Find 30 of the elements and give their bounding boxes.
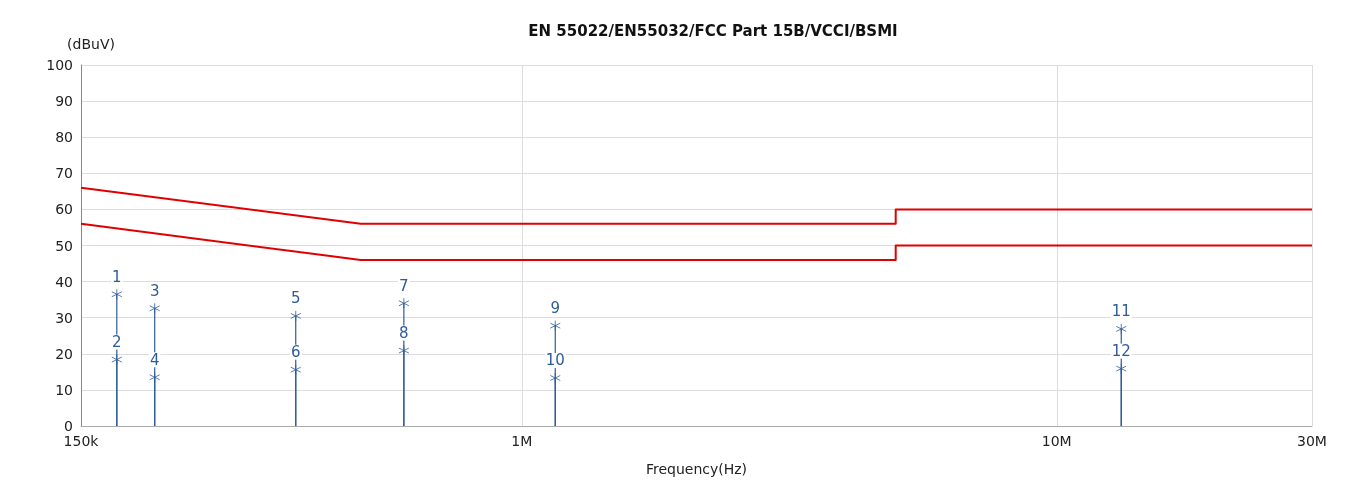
annotation: 4 <box>149 350 160 369</box>
x-tick-label: 30M <box>1297 433 1327 449</box>
y-tick-label: 70 <box>55 165 73 182</box>
x-tick-label: 10M <box>1041 433 1072 449</box>
annotation: 9 <box>550 299 561 318</box>
annotation: 8 <box>399 324 409 343</box>
y-tick-label: 50 <box>55 237 73 254</box>
x-tick-label: 150k <box>63 433 100 449</box>
x-axis-title: Frequency(Hz) <box>645 461 748 477</box>
y-tick-label: 90 <box>55 93 73 110</box>
y-tick-label: 20 <box>55 345 73 362</box>
y-tick-label: 40 <box>55 273 73 290</box>
y-axis-title: (dBuV) <box>67 36 115 52</box>
y-tick-label: 30 <box>55 309 73 326</box>
annotation: 3 <box>149 281 160 300</box>
y-tick-label: 0 <box>64 418 73 434</box>
annotation: 10 <box>545 351 565 370</box>
annotation: 2 <box>112 333 122 352</box>
y-tick-label: 60 <box>55 201 73 218</box>
x-tick-label: 1M <box>511 433 533 449</box>
y-tick-label: 80 <box>55 129 73 146</box>
annotation: 11 <box>1111 302 1131 321</box>
annotation: 1 <box>112 267 122 286</box>
y-tick-label: 100 <box>46 57 73 73</box>
annotation: 6 <box>290 343 301 362</box>
annotation: 12 <box>1111 342 1131 361</box>
annotation: 7 <box>399 276 409 295</box>
y-tick-label: 10 <box>55 381 73 398</box>
annotation: 5 <box>290 289 301 308</box>
chart-title: EN 55022/EN55032/FCC Part 15B/VCCI/BSMI <box>528 21 898 40</box>
